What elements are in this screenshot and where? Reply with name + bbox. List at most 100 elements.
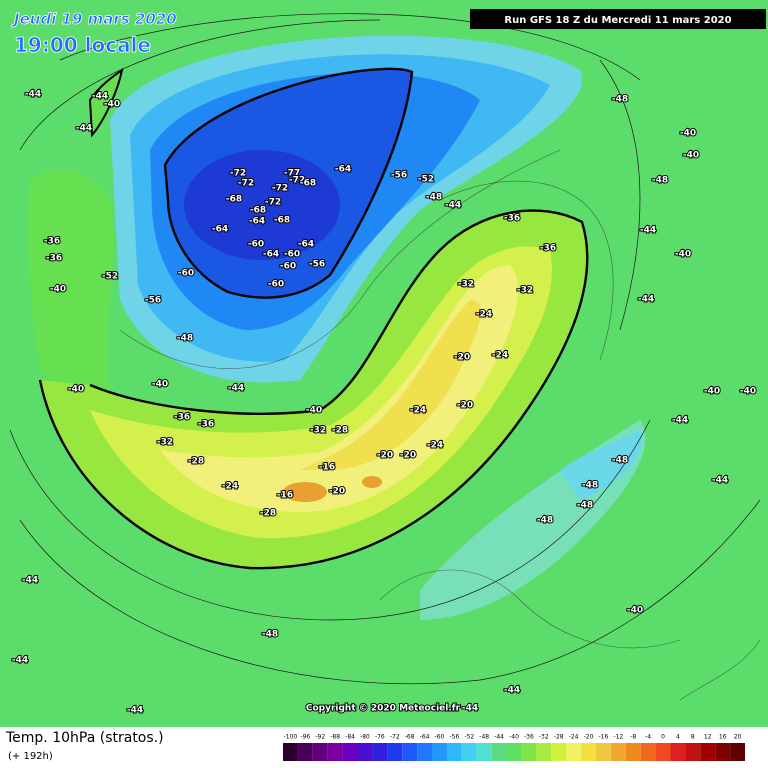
contour-label: -32 bbox=[517, 286, 533, 296]
contour-label: -44 bbox=[504, 686, 520, 696]
contour-label: -44 bbox=[228, 384, 244, 394]
contour-label: -60 bbox=[268, 280, 284, 290]
contour bbox=[163, 67, 414, 299]
contour-label: -36 bbox=[46, 254, 62, 264]
scale-label: -52 bbox=[464, 734, 474, 741]
scale-swatch bbox=[476, 743, 492, 761]
contour-label: -44 bbox=[92, 92, 108, 102]
scale-label: -12 bbox=[613, 734, 623, 741]
scale-label: -100 bbox=[284, 734, 298, 741]
scale-swatch bbox=[283, 743, 298, 761]
contour-label: -52 bbox=[102, 272, 118, 282]
contour-label: -60 bbox=[284, 250, 300, 260]
scale-swatch bbox=[357, 743, 373, 761]
contour-label: -20 bbox=[457, 401, 473, 411]
scale-label: -68 bbox=[405, 734, 415, 741]
contour-label: -56 bbox=[309, 260, 325, 270]
contour-label: -44 bbox=[445, 201, 461, 211]
coastline bbox=[119, 149, 561, 369]
scale-label: -60 bbox=[435, 734, 445, 741]
contour-label: -68 bbox=[300, 179, 316, 189]
scale-label: -40 bbox=[509, 734, 519, 741]
contour-label: -32 bbox=[458, 280, 474, 290]
contour-label: -48 bbox=[577, 501, 593, 511]
scale-swatch bbox=[685, 743, 701, 761]
contour-label: -44 bbox=[12, 656, 28, 666]
scale-swatch bbox=[417, 743, 433, 761]
contour bbox=[599, 59, 641, 331]
contour-label: -20 bbox=[329, 487, 345, 497]
contour-labels: -72-72-77-72-68-64-72-68 -72-68-64 -68-64-… bbox=[11, 89, 757, 717]
copyright: Copyright © 2020 Meteociel.fr bbox=[306, 704, 461, 714]
scale-label: -92 bbox=[315, 734, 325, 741]
scale-swatch bbox=[521, 743, 537, 761]
scale-swatch bbox=[536, 743, 552, 761]
scale-label: -44 bbox=[494, 734, 504, 741]
contour-label: -48 bbox=[426, 193, 442, 203]
scale-label: -96 bbox=[300, 734, 310, 741]
contour bbox=[38, 209, 589, 570]
contour-label: -48 bbox=[652, 176, 668, 186]
scale-label: -16 bbox=[599, 734, 609, 741]
scale-label: -4 bbox=[645, 734, 651, 741]
contour-label: -24 bbox=[427, 441, 443, 451]
contour-label: -40 bbox=[152, 380, 168, 390]
scale-label: -20 bbox=[584, 734, 594, 741]
scale-swatch bbox=[610, 743, 626, 761]
scale-swatch bbox=[670, 743, 686, 761]
contour-label: -36 bbox=[540, 244, 556, 254]
scale-label: -80 bbox=[360, 734, 370, 741]
region bbox=[184, 150, 340, 260]
scale-label: -64 bbox=[420, 734, 430, 741]
contour bbox=[19, 19, 381, 151]
contour-label: -28 bbox=[260, 509, 276, 519]
scale-swatch bbox=[730, 743, 745, 761]
scale-swatch bbox=[402, 743, 418, 761]
contour-label: -56 bbox=[391, 171, 407, 181]
scale-swatch bbox=[342, 743, 358, 761]
scale-swatch bbox=[432, 743, 447, 761]
contour-label: -40 bbox=[683, 151, 699, 161]
contour-label: -36 bbox=[174, 413, 190, 423]
run-box bbox=[470, 9, 766, 29]
contour-label: -72 bbox=[265, 198, 281, 208]
contour-label: -44 bbox=[712, 476, 728, 486]
scale-swatch bbox=[446, 743, 462, 761]
scale-swatch bbox=[387, 743, 403, 761]
contour-label: -40 bbox=[306, 406, 322, 416]
scale-swatch bbox=[506, 743, 522, 761]
contour-label: -77 bbox=[284, 169, 300, 179]
scale-swatch bbox=[372, 743, 388, 761]
scale-swatch bbox=[655, 743, 671, 761]
contour-label: -28 bbox=[188, 457, 204, 467]
contour-label: -52 bbox=[418, 175, 434, 185]
contour-label: -48 bbox=[612, 456, 628, 466]
contour-label: -44 bbox=[640, 226, 656, 236]
contour-label: -36 bbox=[504, 214, 520, 224]
scale-label: 0 bbox=[661, 734, 665, 741]
region bbox=[160, 265, 519, 512]
contour-label: -64 bbox=[212, 225, 228, 235]
scale-swatch bbox=[312, 743, 328, 761]
contour-label: -44 bbox=[76, 124, 92, 134]
contour-label: -60 bbox=[280, 262, 296, 272]
contour-label: -72 bbox=[272, 184, 288, 194]
scale-swatch bbox=[700, 743, 716, 761]
contour-label: -20 bbox=[400, 451, 416, 461]
coastline bbox=[679, 639, 761, 701]
forecast-date: Jeudi 19 mars 2020 bbox=[11, 10, 177, 28]
contour-label: -40 bbox=[680, 129, 696, 139]
contour bbox=[19, 499, 761, 685]
region bbox=[28, 169, 113, 394]
contour-label: -64 bbox=[263, 250, 279, 260]
contour-label: -68 bbox=[274, 216, 290, 226]
map: Run GFS 18 Z du Mercredi 11 mars 2020 Je… bbox=[0, 0, 768, 727]
contour-label: -48 bbox=[177, 334, 193, 344]
contour-label: -24 bbox=[410, 406, 426, 416]
contour-label: -44 bbox=[462, 704, 478, 714]
contour-label: -36 bbox=[44, 237, 60, 247]
contour-label: -60 bbox=[178, 269, 194, 279]
contour-label: -40 bbox=[104, 100, 120, 110]
scale-swatch bbox=[491, 743, 507, 761]
scale-label: 16 bbox=[719, 734, 727, 741]
